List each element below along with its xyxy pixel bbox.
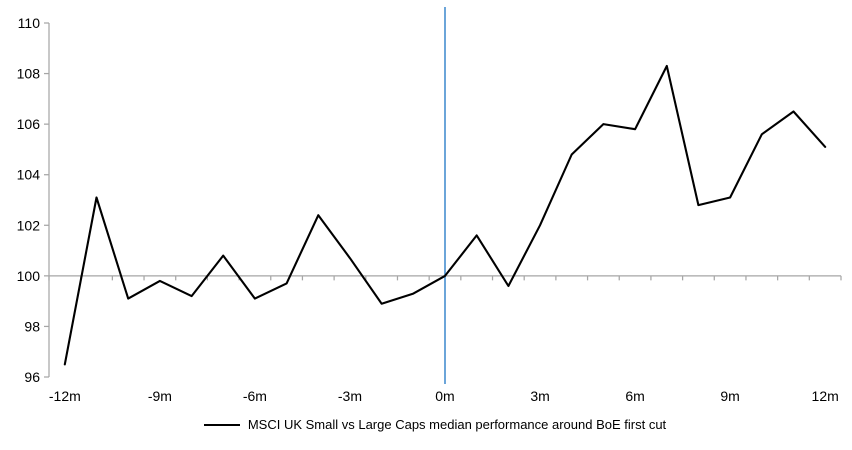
y-axis-tick-label: 102 xyxy=(17,217,41,233)
legend-line-sample xyxy=(203,423,240,426)
x-axis-tick-label: 6m xyxy=(625,388,644,404)
legend: MSCI UK Small vs Large Caps median perfo… xyxy=(0,417,852,432)
x-axis-tick-label: -3m xyxy=(338,388,362,404)
series-line xyxy=(63,64,827,366)
x-axis-tick-label: -6m xyxy=(243,388,267,404)
y-axis-tick-label: 110 xyxy=(18,15,41,31)
y-axis-tick-label: 100 xyxy=(17,268,41,284)
legend-label: MSCI UK Small vs Large Caps median perfo… xyxy=(247,417,667,432)
x-axis-tick-label: 12m xyxy=(812,388,839,404)
y-axis-tick-label: 108 xyxy=(17,66,41,82)
x-axis-tick-label: 0m xyxy=(435,388,454,404)
x-axis-tick-label: -9m xyxy=(148,388,172,404)
x-axis-tick-label: 3m xyxy=(530,388,549,404)
y-axis-tick-label: 104 xyxy=(17,167,41,183)
y-axis-tick-label: 98 xyxy=(24,318,40,334)
y-axis-tick-label: 96 xyxy=(24,369,40,385)
x-axis-tick-label: -12m xyxy=(49,388,81,404)
x-axis-tick-label: 9m xyxy=(720,388,739,404)
y-axis-tick-label: 106 xyxy=(17,116,41,132)
